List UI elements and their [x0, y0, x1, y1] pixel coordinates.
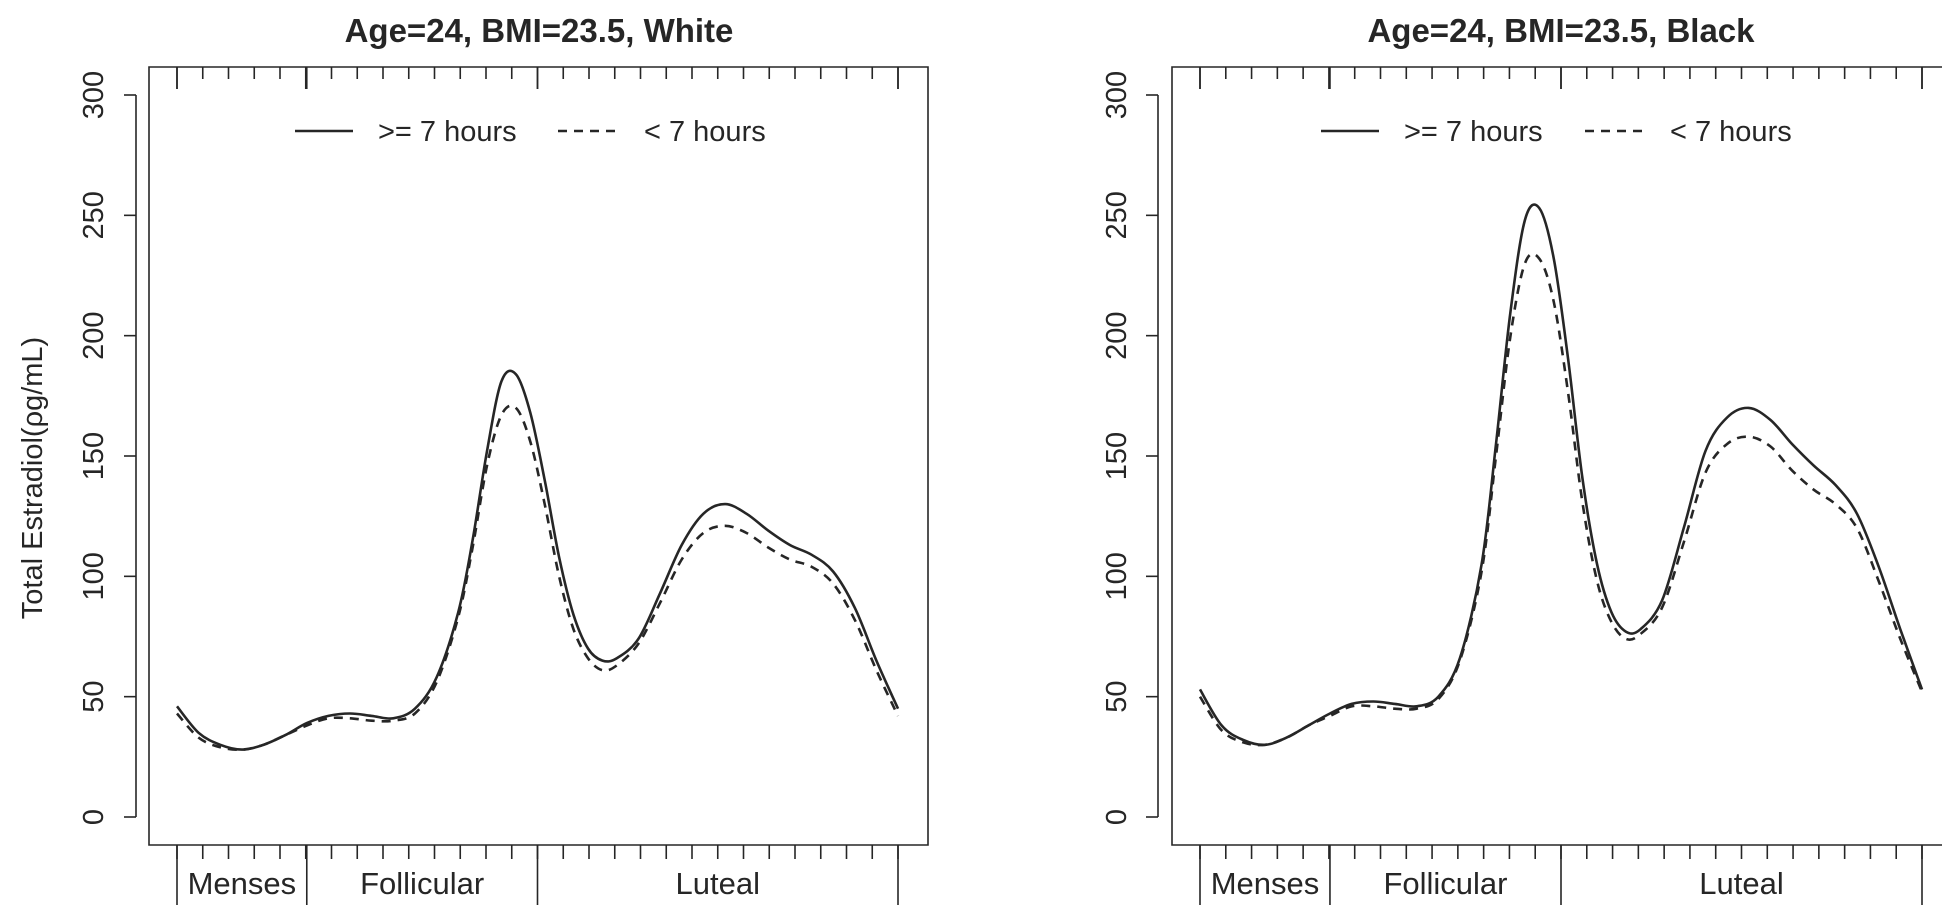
legend-entry: >= 7 hours: [1404, 116, 1543, 148]
y-tick-label: 150: [78, 432, 110, 480]
y-tick-label: 250: [1101, 191, 1133, 239]
y-tick-label: 250: [78, 191, 110, 239]
y-tick-label: 200: [1101, 311, 1133, 359]
series-line-7-hours-or-more: [175, 369, 900, 751]
phase-label: Luteal: [676, 866, 760, 901]
y-axis-label: Total Estradiol(ρg/mL): [17, 337, 49, 619]
phase-label: Menses: [1211, 866, 1320, 901]
chart-panel-white: Age=24, BMI=23.5, White 0 50 100 150 200 250 3…: [78, 12, 929, 905]
legend-entry: < 7 hours: [644, 116, 766, 148]
phase-label: Luteal: [1699, 866, 1783, 901]
plot-frame: [1171, 66, 1942, 846]
series-line-under-7-hours: [176, 404, 900, 751]
legend-entry: >= 7 hours: [378, 116, 517, 148]
y-tick-label: 300: [1101, 71, 1133, 119]
series-line-under-7-hours: [1198, 252, 1924, 747]
phase-label: Follicular: [360, 866, 484, 901]
y-tick-label: 0: [1101, 809, 1133, 825]
legend-entry: < 7 hours: [1670, 116, 1792, 148]
chart-title: Age=24, BMI=23.5, Black: [1367, 12, 1755, 49]
y-tick-label: 300: [78, 71, 110, 119]
series-line-7-hours-or-more: [1198, 203, 1924, 747]
y-tick-label: 50: [78, 681, 110, 713]
y-tick-label: 200: [78, 311, 110, 359]
y-tick-label: 50: [1101, 681, 1133, 713]
chart-title: Age=24, BMI=23.5, White: [345, 12, 734, 49]
y-tick-label: 0: [78, 809, 110, 825]
y-tick-label: 100: [78, 552, 110, 600]
y-tick-label: 150: [1101, 432, 1133, 480]
plot-frame: [148, 66, 929, 846]
y-tick-label: 100: [1101, 552, 1133, 600]
phase-label: Menses: [188, 866, 297, 901]
phase-label: Follicular: [1383, 866, 1507, 901]
chart-panel-black: Age=24, BMI=23.5, Black 0 50 100 150 200 250 3…: [1101, 12, 1942, 905]
